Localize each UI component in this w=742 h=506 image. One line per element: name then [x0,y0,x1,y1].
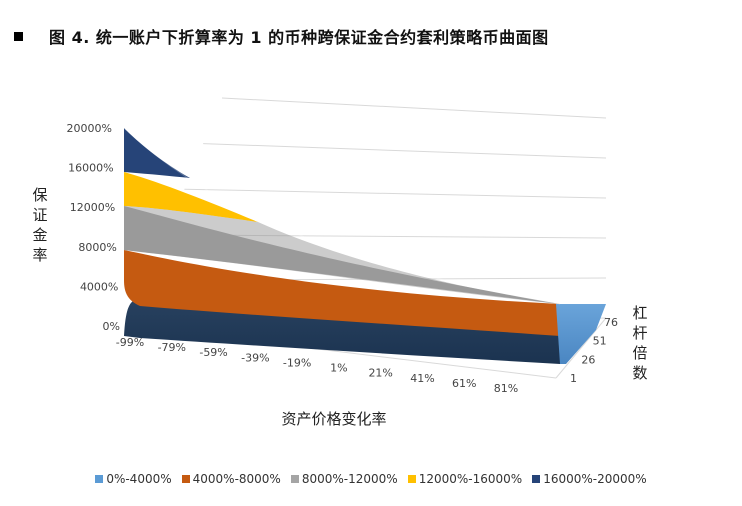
x-tick-label: 1% [330,362,347,375]
legend-item: 12000%-16000% [407,472,523,486]
x-tick-label: 41% [410,372,434,385]
title-bullet-icon [14,31,23,41]
surface-right-face [556,304,606,364]
x-tick-label: -59% [199,346,227,359]
y-tick-label: 1 [570,372,577,385]
z-tick-label: 16000% [68,162,113,175]
legend-label: 0%-4000% [106,472,172,486]
surface-band-8000-12000 [124,206,560,304]
surface-ridge-line [123,127,561,305]
y-axis-title-2: 杆 [632,324,647,342]
surface-shade-gray [124,206,560,304]
legend-label: 16000%-20000% [543,472,647,486]
x-tick-label: 61% [452,377,476,390]
legend-swatch [407,475,416,483]
floor-edge-right [555,317,607,379]
z-tick-label: 12000% [70,201,115,214]
y-tick-label: 76 [604,316,618,329]
z-tick-label: 20000% [67,122,112,135]
legend-item: 4000%-8000% [181,472,281,486]
legend-label: 4000%-8000% [192,472,281,486]
legend-item: 16000%-20000% [532,472,647,486]
legend-swatch [290,475,299,483]
x-axis-title: 资产价格变化率 [281,410,386,428]
y-axis-title-3: 倍 [632,344,647,362]
z-tick-label: 4000% [80,280,118,293]
y-axis-title-1: 杠 [632,304,647,322]
x-tick-label: -79% [158,341,186,354]
y-axis-title-4: 数 [632,364,647,382]
y-tick-label: 26 [581,353,595,366]
surface-band-16000-20000 [124,128,190,178]
surface-base-band [124,298,560,364]
z-axis-title-3: 金 [32,226,47,244]
gridline [165,234,607,239]
z-axis-title-2: 证 [32,206,47,224]
legend-swatch [532,475,541,483]
x-tick-label: -39% [241,351,269,364]
x-tick-label: -19% [283,356,311,369]
chart-title-row: 图 4. 统一账户下折算率为 1 的币种跨保证金合约套利策略币曲面图 [14,24,549,48]
legend-label: 12000%-16000% [418,472,523,486]
gridline [203,143,607,159]
x-tick-label: -99% [116,336,144,349]
z-tick-label: 0% [103,320,120,333]
legend-swatch [95,475,104,483]
legend-item: 0%-4000% [95,472,172,486]
z-axis-title-1: 保 [32,186,47,204]
surface-band-12000-16000 [124,172,258,222]
x-tick-label: 21% [368,367,392,380]
gridline [221,97,607,119]
legend-item: 8000%-12000% [290,472,398,486]
y-tick-label: 51 [593,335,607,348]
x-tick-label: 81% [494,382,518,395]
chart-title: 图 4. 统一账户下折算率为 1 的币种跨保证金合约套利策略币曲面图 [49,28,549,47]
gridline [184,188,607,199]
chart-legend: 0%-4000% 4000%-8000% 8000%-12000% 12000%-16… [0,472,742,486]
surface-band-4000-8000 [124,250,560,336]
z-tick-label: 8000% [78,241,116,254]
axis-ticks: 0% 4000% 8000% 12000% 16000% 20000% -99% -79% -5… [67,122,618,395]
legend-swatch [181,475,190,483]
legend-label: 8000%-12000% [301,472,398,486]
surface-chart: 0% 4000% 8000% 12000% 16000% 20000% -99% -79% -5… [32,97,648,428]
surface-plot [123,127,606,364]
z-axis-title-4: 率 [32,246,47,264]
